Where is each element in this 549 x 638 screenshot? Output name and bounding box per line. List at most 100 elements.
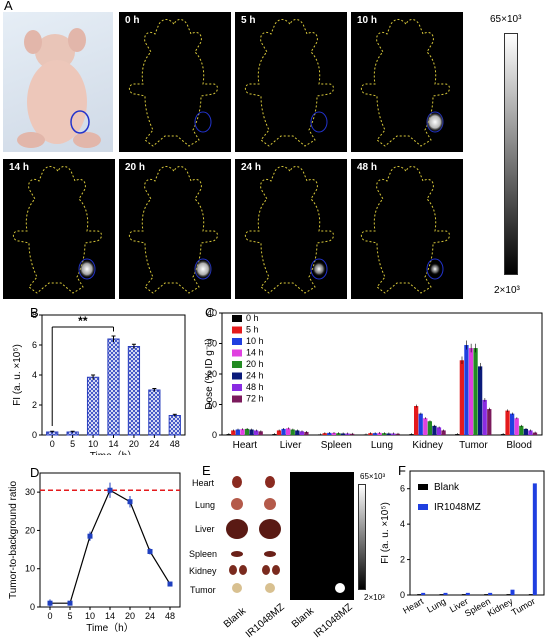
tumor-signal <box>425 111 445 133</box>
imaging-frame-6: 48 h <box>351 159 463 299</box>
frame-time-label: 10 h <box>357 15 378 26</box>
x-tick-label: Lung <box>371 440 393 451</box>
bar-c-Kidney-2 <box>418 413 423 435</box>
y-tick-label: 0 <box>30 602 35 612</box>
bar-c-Liver-5 <box>295 430 300 435</box>
bar-b-48 <box>168 415 181 436</box>
organ-label-kidney: Kidney <box>189 566 217 576</box>
bar-c-Liver-2 <box>281 428 286 435</box>
imaging-frame-4: 20 h <box>119 159 231 299</box>
organ-label-lung: Lung <box>195 500 216 510</box>
bar-f-Spleen-1 <box>488 592 493 595</box>
tumor-region <box>426 258 444 280</box>
bar-c-Blood-6 <box>528 430 533 435</box>
legend-swatch <box>232 372 242 380</box>
bar-f-Spleen-0 <box>484 594 489 595</box>
bar-c-Tumor-1 <box>459 360 464 435</box>
mouse-outline <box>128 19 218 147</box>
y-tick-label: 30 <box>207 339 217 349</box>
bar-c-Blood-1 <box>505 410 510 435</box>
legend-label: IR1048MZ <box>434 502 481 513</box>
mouse-outline <box>360 19 450 147</box>
tumor-region <box>310 111 328 133</box>
tumor-signal <box>78 259 96 279</box>
bar-c-Liver-3 <box>286 428 291 435</box>
bar-f-Kidney-1 <box>510 589 515 595</box>
organ-photo <box>222 472 288 600</box>
legend-label: 24 h <box>246 371 264 381</box>
panel-label-c: C <box>205 305 215 320</box>
bar-f-Tumor-1 <box>532 483 537 595</box>
legend-label: 5 h <box>246 325 259 335</box>
bar-c-Liver-7 <box>304 431 309 435</box>
imaging-frame-0: 0 h <box>119 12 231 152</box>
frame-time-label: 24 h <box>241 162 262 173</box>
e-xlabel-ir-2: IR1048MZ <box>312 602 355 638</box>
legend-swatch <box>232 326 242 334</box>
bar-c-Kidney-7 <box>441 430 446 435</box>
imaging-frame-1: 5 h <box>235 12 347 152</box>
tumor-signal <box>194 259 212 279</box>
data-point-10 <box>87 533 93 539</box>
data-point-24 <box>147 548 153 554</box>
legend-swatch <box>418 504 428 510</box>
x-tick-label: 0 <box>47 611 52 621</box>
mouse-outline <box>244 19 334 147</box>
bar-c-Blood-2 <box>510 413 515 435</box>
frame-time-label: 14 h <box>9 162 30 173</box>
legend-label: 10 h <box>246 336 264 346</box>
legend-label: 14 h <box>246 348 264 358</box>
y-tick-label: 4 <box>400 519 405 529</box>
x-tick-label: 10 <box>85 611 95 621</box>
legend-label: 48 h <box>246 382 264 392</box>
bar-c-Blood-7 <box>532 432 538 435</box>
tumor-region <box>194 111 212 133</box>
bar-c-Kidney-1 <box>414 406 419 435</box>
bar-c-Blood-4 <box>519 425 524 435</box>
trend-line <box>50 489 171 604</box>
mouse-outline <box>360 166 450 294</box>
bar-c-Spleen-3 <box>331 432 336 435</box>
bar-c-Liver-1 <box>276 430 282 435</box>
bar-b-24 <box>148 389 161 436</box>
bar-c-Heart-6 <box>254 430 259 435</box>
mouse-outline <box>12 166 102 294</box>
x-tick-label: Tumor <box>510 596 537 617</box>
bar-b-20 <box>127 346 141 436</box>
bar-c-Liver-6 <box>299 431 304 435</box>
legend-label: 0 h <box>246 313 259 323</box>
bar-c-Heart-7 <box>258 431 263 435</box>
x-tick-label: 48 <box>165 611 175 621</box>
bar-b-14 <box>107 338 120 436</box>
bar-f-Heart-1 <box>421 592 426 595</box>
bar-c-Heart-1 <box>231 430 236 435</box>
bar-c-Kidney-4 <box>427 421 432 435</box>
imaging-frame-5: 24 h <box>235 159 347 299</box>
data-point-48 <box>167 581 173 587</box>
e-xlabel-blank-2: Blank <box>290 605 317 630</box>
organ-fluorescence <box>290 472 354 600</box>
organ-label-tumor: Tumor <box>190 585 216 595</box>
chart-c-frame <box>221 312 543 436</box>
bar-c-Tumor-3 <box>468 348 474 435</box>
legend-label: Blank <box>434 482 460 493</box>
bar-c-Lung-3 <box>377 432 382 435</box>
tumor-region <box>310 258 328 280</box>
y-axis-label: FI (a. u. ×10⁵) <box>380 502 391 564</box>
colorbar-e-min: 2×10³ <box>364 593 385 602</box>
legend-swatch <box>418 484 428 490</box>
x-tick-label: Kidney <box>412 440 443 451</box>
bar-c-Liver-4 <box>290 429 295 435</box>
e-xlabel-blank-1: Blank <box>222 605 249 630</box>
legend-swatch <box>232 361 242 368</box>
mouse-photo <box>3 12 113 152</box>
frame-time-label: 5 h <box>241 15 256 26</box>
y-tick-label: 30 <box>25 487 35 497</box>
panel-label-d: D <box>30 465 40 480</box>
x-tick-label: 20 <box>129 439 139 449</box>
bar-f-Lung-0 <box>439 594 444 595</box>
bar-c-Tumor-2 <box>464 345 469 435</box>
x-tick-label: 14 <box>108 439 118 449</box>
y-tick-label: 10 <box>207 400 217 410</box>
